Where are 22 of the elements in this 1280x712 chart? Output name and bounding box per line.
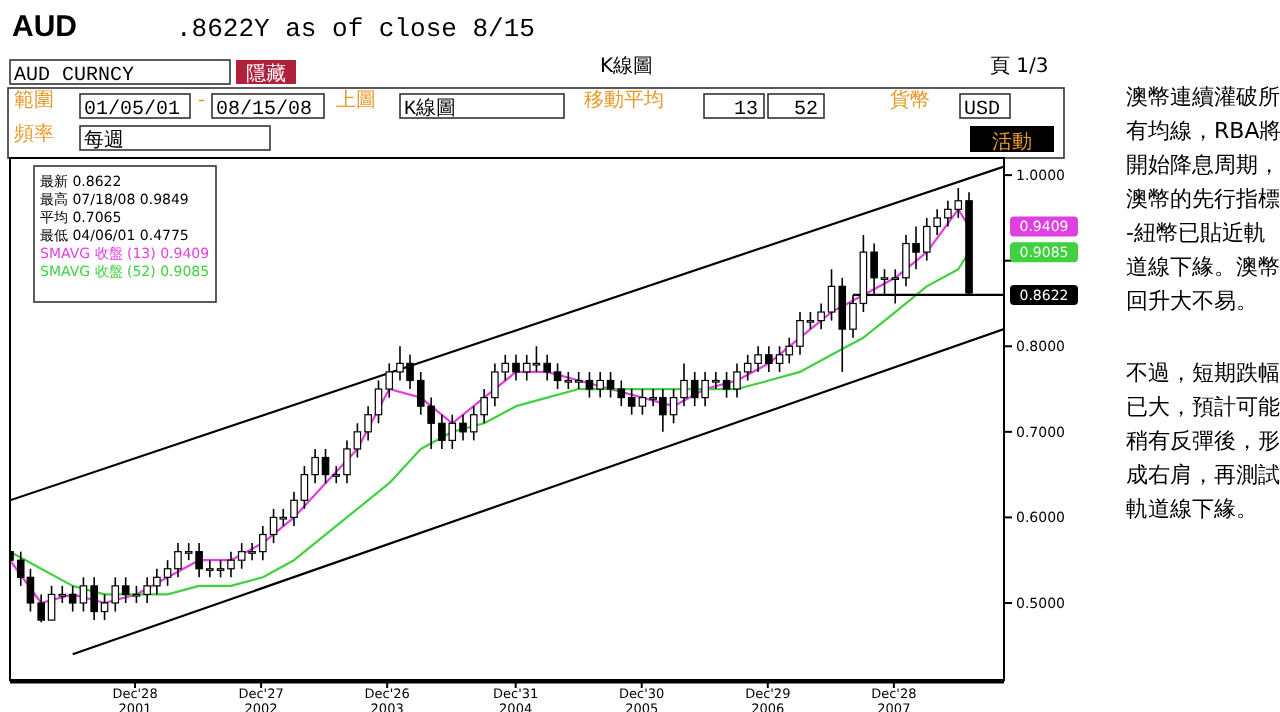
text: 頁 1/3 (990, 56, 1049, 78)
text: 上圖 (336, 88, 376, 112)
text: 範圍 (14, 90, 54, 112)
chart-subtitle: .8622Y as of close 8/15 (176, 14, 535, 44)
text: K線圖 (404, 98, 457, 122)
text: 頻率 (14, 122, 54, 146)
text: 08/15/08 (216, 98, 313, 122)
text: 01/05/01 (84, 98, 181, 122)
text: 52 (793, 100, 818, 122)
text: 貨幣 (890, 88, 930, 112)
text: 活動 (992, 130, 1032, 154)
text: 每週 (84, 128, 124, 154)
text: K線圖 (600, 56, 654, 78)
text: 澳幣連續灌破所有均線，RBA將開始降息周期，澳幣的先行指標-紐幣已貼近軌道線下緣。澳幣回升大不易。 (1126, 84, 1280, 314)
text: USD (964, 100, 1001, 122)
chart-title: AUD (12, 10, 78, 44)
text: 移動平均 (584, 88, 664, 112)
text: 不過，短期跌幅已大，預計可能稍有反彈後，形成右肩，再測試軌道線下緣。 (1126, 360, 1280, 522)
text: - (198, 90, 206, 112)
text: 13 (733, 100, 758, 122)
text: 隱藏 (246, 62, 286, 86)
text: AUD CURNCY (14, 66, 135, 88)
